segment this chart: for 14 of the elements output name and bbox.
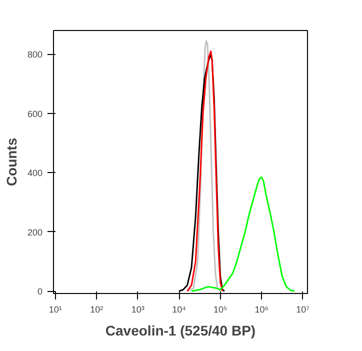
x-tick-label: 10⁷ (296, 304, 310, 314)
y-tick-label: 800 (27, 50, 43, 60)
x-tick-label: 10⁶ (254, 304, 269, 314)
y-tick-label: 400 (27, 168, 43, 178)
y-tick-label: 0 (37, 286, 43, 297)
x-tick-label: 10⁵ (213, 304, 228, 314)
y-axis-title: Counts (3, 138, 20, 186)
x-tick-label: 10⁴ (172, 304, 186, 314)
y-tick-label: 600 (27, 108, 43, 119)
x-tick-label: 10³ (131, 304, 144, 314)
x-tick-label: 10¹ (48, 304, 62, 314)
y-tick-label: 200 (27, 227, 43, 238)
x-tick-label: 10² (90, 304, 104, 314)
x-axis-title: Caveolin-1 (525/40 BP) (105, 322, 256, 338)
